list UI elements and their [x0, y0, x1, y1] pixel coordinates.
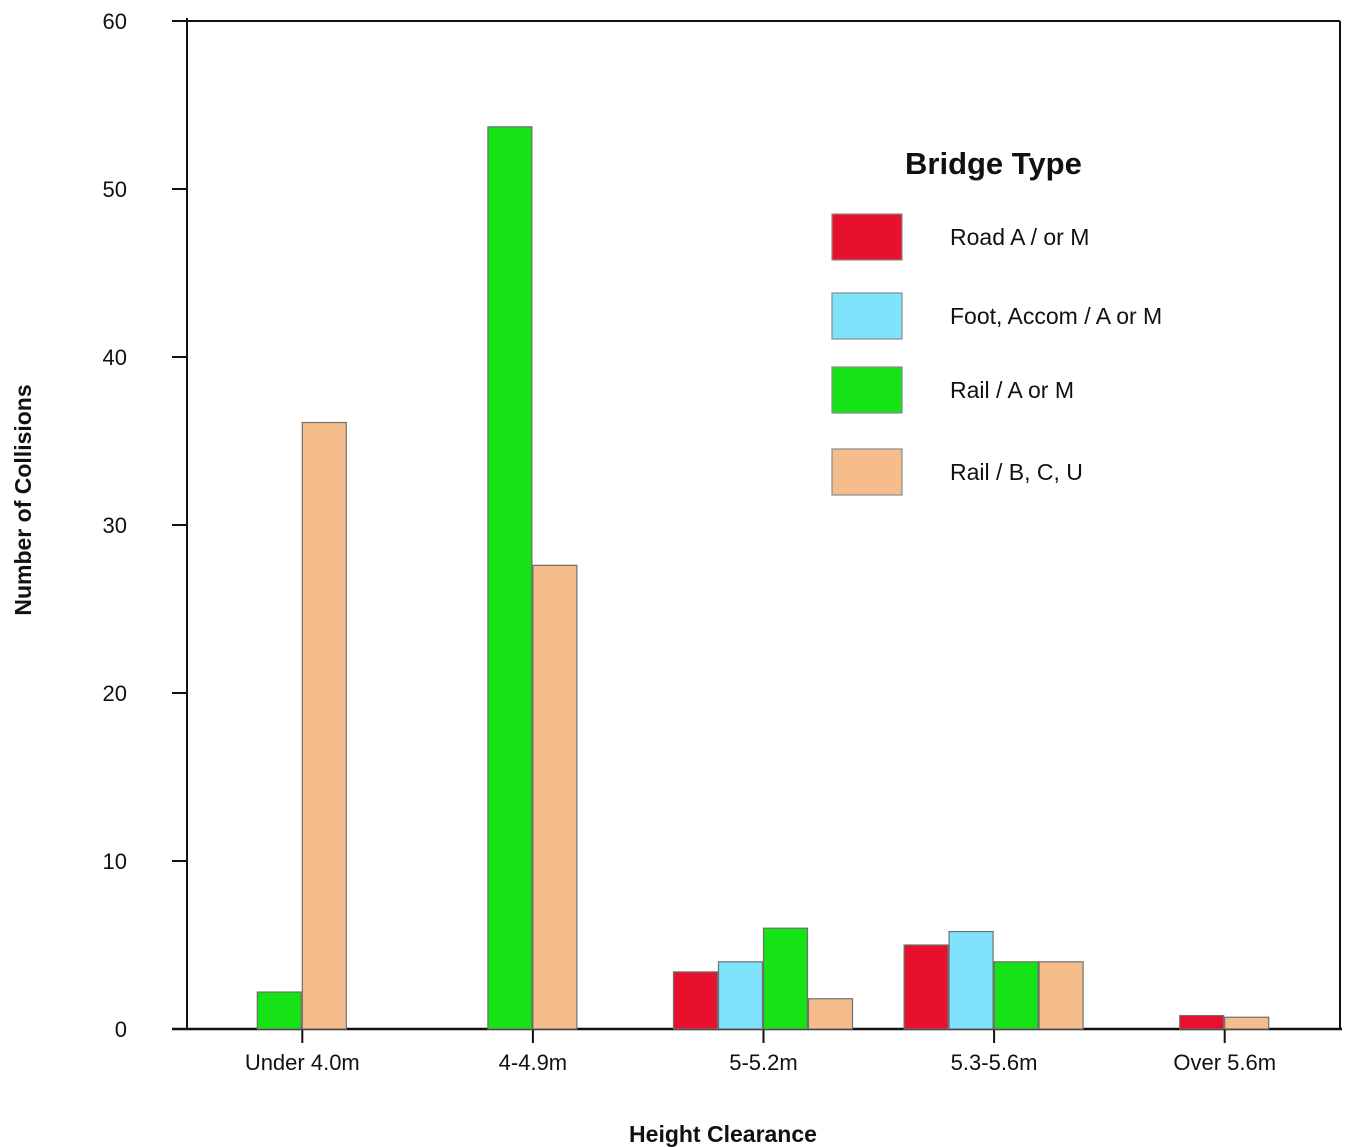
x-tick-label: Over 5.6m — [1173, 1050, 1276, 1075]
bar-3-4 — [993, 961, 1039, 1030]
y-axis: 0 10 20 30 40 50 60 — [103, 9, 187, 1042]
legend: Bridge Type Road A / or M Foot, Accom / A… — [831, 146, 1162, 496]
bar-4-4 — [1038, 961, 1084, 1030]
bar-3-2 — [487, 126, 533, 1030]
bar-2-3 — [717, 961, 764, 1030]
y-tick-label: 60 — [103, 9, 127, 34]
y-tick-label: 30 — [103, 513, 127, 538]
y-tick-label: 0 — [115, 1017, 127, 1042]
x-tick-label: 5.3-5.6m — [951, 1050, 1038, 1075]
y-axis-title: Number of Collisions — [10, 384, 36, 615]
legend-swatch — [831, 366, 903, 414]
y-tick-label: 20 — [103, 681, 127, 706]
bar-4-5 — [1224, 1016, 1270, 1030]
bar-3-1 — [256, 991, 302, 1030]
legend-label: Rail / B, C, U — [950, 459, 1083, 485]
legend-swatch — [831, 448, 903, 496]
y-tick-label: 40 — [103, 345, 127, 370]
legend-label: Foot, Accom / A or M — [950, 303, 1162, 329]
x-axis: Under 4.0m 4-4.9m 5-5.2m 5.3-5.6m Over 5.6m — [245, 1029, 1276, 1075]
legend-label: Rail / A or M — [950, 377, 1074, 403]
plot-frame — [172, 18, 1342, 1031]
x-tick-label: 4-4.9m — [499, 1050, 567, 1075]
legend-title: Bridge Type — [905, 146, 1082, 181]
bar-1-4 — [903, 944, 949, 1030]
legend-swatch — [831, 292, 903, 340]
bar-1-5 — [1179, 1014, 1225, 1030]
bar-3-3 — [762, 927, 809, 1030]
bars — [256, 126, 1270, 1030]
y-tick-label: 50 — [103, 177, 127, 202]
y-tick-label: 10 — [103, 849, 127, 874]
bar-4-1 — [301, 421, 347, 1030]
x-axis-title: Height Clearance — [629, 1121, 817, 1147]
bar-1-3 — [672, 971, 719, 1030]
bar-4-2 — [532, 564, 578, 1030]
x-tick-label: Under 4.0m — [245, 1050, 360, 1075]
legend-label: Road A / or M — [950, 224, 1089, 250]
bar-4-3 — [807, 998, 854, 1030]
bar-2-4 — [948, 930, 994, 1030]
legend-swatch — [831, 213, 903, 261]
x-tick-label: 5-5.2m — [729, 1050, 797, 1075]
